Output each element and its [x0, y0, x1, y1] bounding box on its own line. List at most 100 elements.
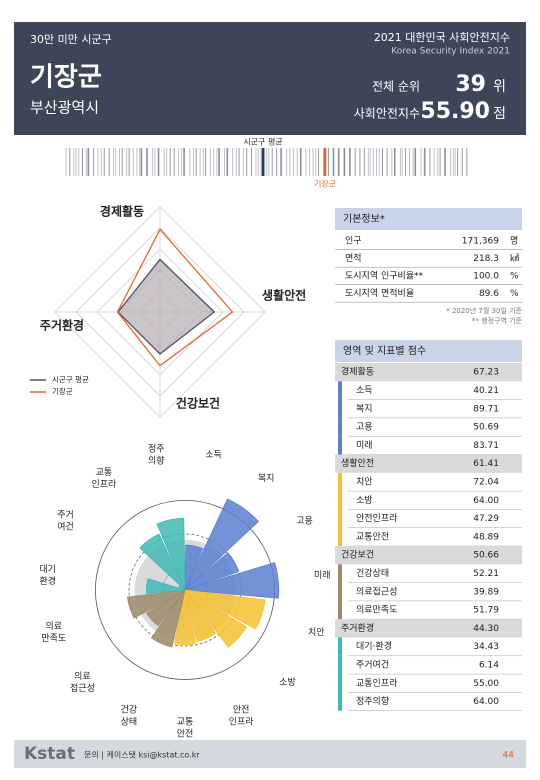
legend-label: 시군구 평균: [52, 374, 89, 384]
rose-label: 미래: [314, 570, 331, 581]
info-label: 도시지역 인구비율**: [345, 271, 424, 282]
domain-color-bar: [338, 692, 342, 711]
rose-bar: [184, 562, 280, 599]
domain-row: [335, 546, 522, 565]
domain-color-bar: [338, 417, 342, 437]
indicator-score: 83.71: [473, 441, 499, 451]
indicator-score: 64.00: [473, 496, 499, 506]
rose-label: 교통: [177, 717, 194, 728]
indicator-name: 의료만족도: [356, 605, 397, 616]
domain-row: [335, 454, 522, 473]
domain-score: 67.23: [473, 368, 499, 378]
rose-label: 인프라: [91, 479, 117, 490]
indicator-name: 소방: [356, 495, 373, 506]
rose-bar: [139, 533, 186, 591]
score-label: 사회안전지수: [354, 107, 420, 121]
indicator-name: 복지: [356, 403, 373, 414]
rose-label: 만족도: [41, 633, 66, 644]
indicator-name: 고용: [356, 422, 373, 433]
domain-score: 44.30: [473, 624, 499, 634]
indicator-score: 52.21: [473, 569, 499, 579]
indicator-name: 주거여건: [356, 658, 389, 670]
indicator-score: 89.71: [473, 404, 499, 414]
average-label: 시군구 평균: [243, 137, 282, 147]
indicator-name: 대기·환경: [356, 640, 392, 652]
rose-label: 정주: [148, 444, 165, 455]
indicator-name: 의료접근성: [356, 585, 397, 597]
info-unit: %: [510, 289, 519, 299]
info-label: 도시지역 면적비율: [345, 287, 414, 299]
domain-color-bar: [338, 527, 342, 546]
rank: 39: [455, 72, 486, 97]
rose-bar: [184, 589, 266, 630]
info-unit: %: [510, 272, 519, 282]
info-label: 인구: [345, 236, 362, 247]
page-number: 44: [503, 751, 515, 761]
legend-label: 기장군: [52, 386, 73, 396]
rose-bar: [184, 498, 260, 591]
indicator-score: 50.69: [473, 423, 499, 433]
indicator-score: 48.89: [473, 532, 499, 542]
info-note: * 2020년 7월 30일 기준: [446, 306, 522, 315]
indicator-name: 안전인프라: [356, 513, 398, 524]
domain-name: 경제활동: [341, 366, 374, 378]
scores-header: [335, 340, 522, 362]
info-value: 171,369: [462, 237, 499, 247]
distribution-strip: [65, 148, 468, 176]
domain-score: 50.66: [473, 551, 499, 561]
radar-axis-label: 생활안전: [262, 288, 306, 303]
rose-label: 환경: [39, 575, 56, 587]
indicator-score: 39.89: [473, 587, 499, 597]
rose-label: 치안: [308, 626, 325, 638]
domain-color-bar: [338, 637, 342, 656]
indicator-score: 51.79: [473, 606, 499, 616]
domain-color-bar: [338, 509, 342, 528]
domain-color-bar: [338, 564, 342, 583]
rose-bar: [184, 589, 216, 643]
domain-color-bar: [338, 399, 342, 418]
info-note: ** 행정구역 기준: [472, 316, 523, 325]
indicator-name: 치안: [356, 475, 373, 487]
indicator-score: 72.04: [473, 477, 499, 487]
indicator-name: 소득: [356, 385, 373, 396]
radar-axis-label: 주거환경: [40, 318, 84, 333]
rank-unit: 위: [493, 79, 506, 95]
rose-label: 주거: [57, 510, 74, 521]
rank-label: 전체 순위: [372, 80, 420, 94]
rose-label: 소방: [279, 677, 296, 688]
domain-color-bar: [338, 582, 342, 601]
domain-color-bar: [338, 674, 342, 693]
contact: 문의 | 케이스탯 ksi@kstat.co.kr: [84, 750, 200, 760]
indicator-name: 건강상태: [356, 568, 389, 579]
indicator-score: 6.14: [479, 660, 499, 670]
title: 2021 대한민국 사회안전지수: [374, 31, 510, 44]
rose-bar: [146, 589, 186, 627]
domain-color-bar: [338, 655, 342, 675]
rose-bar: [184, 544, 204, 591]
rose-label: 의향: [148, 455, 165, 467]
radar-series: [116, 228, 234, 367]
domain-row: [335, 619, 522, 638]
indicator-score: 34.43: [473, 642, 499, 652]
scores-title: 영역 및 지표별 점수: [343, 345, 426, 357]
rose-label: 대기: [39, 564, 56, 575]
province: 부산광역시: [30, 99, 99, 117]
indicator-score: 47.29: [473, 514, 499, 524]
score: 55.90: [420, 99, 490, 124]
rose-bar: [150, 589, 186, 648]
domain-color-bar: [338, 472, 342, 492]
info-unit: ㎢: [510, 253, 519, 264]
rose-label: 건강: [121, 705, 138, 716]
info-label: 면적: [345, 252, 362, 264]
domain-color-bar: [338, 381, 342, 400]
domain-color-bar: [338, 436, 342, 455]
info-value: 100.0: [473, 272, 499, 282]
rose-label: 안전: [177, 729, 194, 740]
indicator-name: 미래: [356, 440, 373, 451]
rose-bar: [126, 589, 186, 619]
info-value: 89.6: [479, 289, 499, 299]
rose-label: 의료: [74, 671, 91, 682]
indicator-score: 40.21: [473, 386, 499, 396]
rose-label: 여건: [57, 521, 74, 533]
indicator-score: 55.00: [473, 679, 499, 689]
